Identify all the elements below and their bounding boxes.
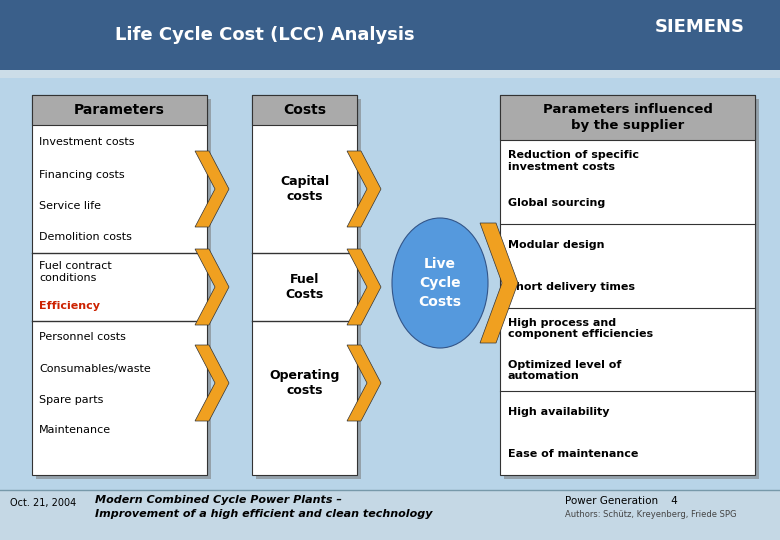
- Text: Efficiency: Efficiency: [39, 301, 100, 311]
- Polygon shape: [347, 249, 381, 325]
- Text: Short delivery times: Short delivery times: [508, 281, 635, 292]
- Bar: [0, 490, 780, 540]
- Polygon shape: [347, 151, 381, 227]
- Bar: [0, 70, 780, 78]
- Text: Service life: Service life: [39, 201, 101, 211]
- Bar: [252, 95, 357, 475]
- Text: Reduction of specific
investment costs: Reduction of specific investment costs: [508, 150, 639, 172]
- Text: Power Generation    4: Power Generation 4: [565, 496, 678, 506]
- Text: Consumables/waste: Consumables/waste: [39, 364, 151, 374]
- Text: Authors: Schütz, Kreyenberg, Friede SPG: Authors: Schütz, Kreyenberg, Friede SPG: [565, 510, 736, 519]
- Polygon shape: [480, 223, 518, 343]
- Bar: [0, 0, 780, 70]
- Text: Costs: Costs: [283, 103, 326, 117]
- Text: High process and
component efficiencies: High process and component efficiencies: [508, 318, 653, 339]
- Text: SIEMENS: SIEMENS: [655, 18, 745, 36]
- Bar: [32, 95, 207, 475]
- Polygon shape: [195, 151, 229, 227]
- Text: Investment costs: Investment costs: [39, 137, 134, 147]
- Text: Ease of maintenance: Ease of maintenance: [508, 449, 638, 459]
- Text: Oct. 21, 2004: Oct. 21, 2004: [10, 498, 76, 508]
- Text: Operating
costs: Operating costs: [269, 369, 339, 397]
- Bar: [252, 95, 357, 125]
- Polygon shape: [347, 345, 381, 421]
- Text: Optimized level of
automation: Optimized level of automation: [508, 360, 622, 381]
- Text: Personnel costs: Personnel costs: [39, 332, 126, 342]
- Text: Demolition costs: Demolition costs: [39, 232, 132, 242]
- Bar: [36, 99, 211, 479]
- Text: Live
Cycle
Costs: Live Cycle Costs: [419, 256, 462, 309]
- Polygon shape: [195, 345, 229, 421]
- Text: Life Cycle Cost (LCC) Analysis: Life Cycle Cost (LCC) Analysis: [115, 26, 415, 44]
- Bar: [500, 95, 755, 140]
- Text: Parameters influenced
by the supplier: Parameters influenced by the supplier: [543, 103, 712, 132]
- Text: Spare parts: Spare parts: [39, 395, 104, 405]
- Bar: [256, 99, 361, 479]
- Text: Financing costs: Financing costs: [39, 170, 125, 180]
- Text: Capital
costs: Capital costs: [280, 175, 329, 203]
- Polygon shape: [195, 249, 229, 325]
- Text: Fuel contract
conditions: Fuel contract conditions: [39, 261, 112, 283]
- Text: Parameters: Parameters: [74, 103, 165, 117]
- Text: Global sourcing: Global sourcing: [508, 198, 605, 208]
- Text: Modular design: Modular design: [508, 240, 604, 249]
- Bar: [504, 99, 759, 479]
- Text: High availability: High availability: [508, 407, 609, 417]
- Bar: [500, 95, 755, 475]
- Bar: [32, 95, 207, 125]
- Text: Modern Combined Cycle Power Plants –
Improvement of a high efficient and clean t: Modern Combined Cycle Power Plants – Imp…: [95, 495, 432, 519]
- Text: Maintenance: Maintenance: [39, 425, 111, 435]
- Text: Fuel
Costs: Fuel Costs: [285, 273, 324, 301]
- Ellipse shape: [392, 218, 488, 348]
